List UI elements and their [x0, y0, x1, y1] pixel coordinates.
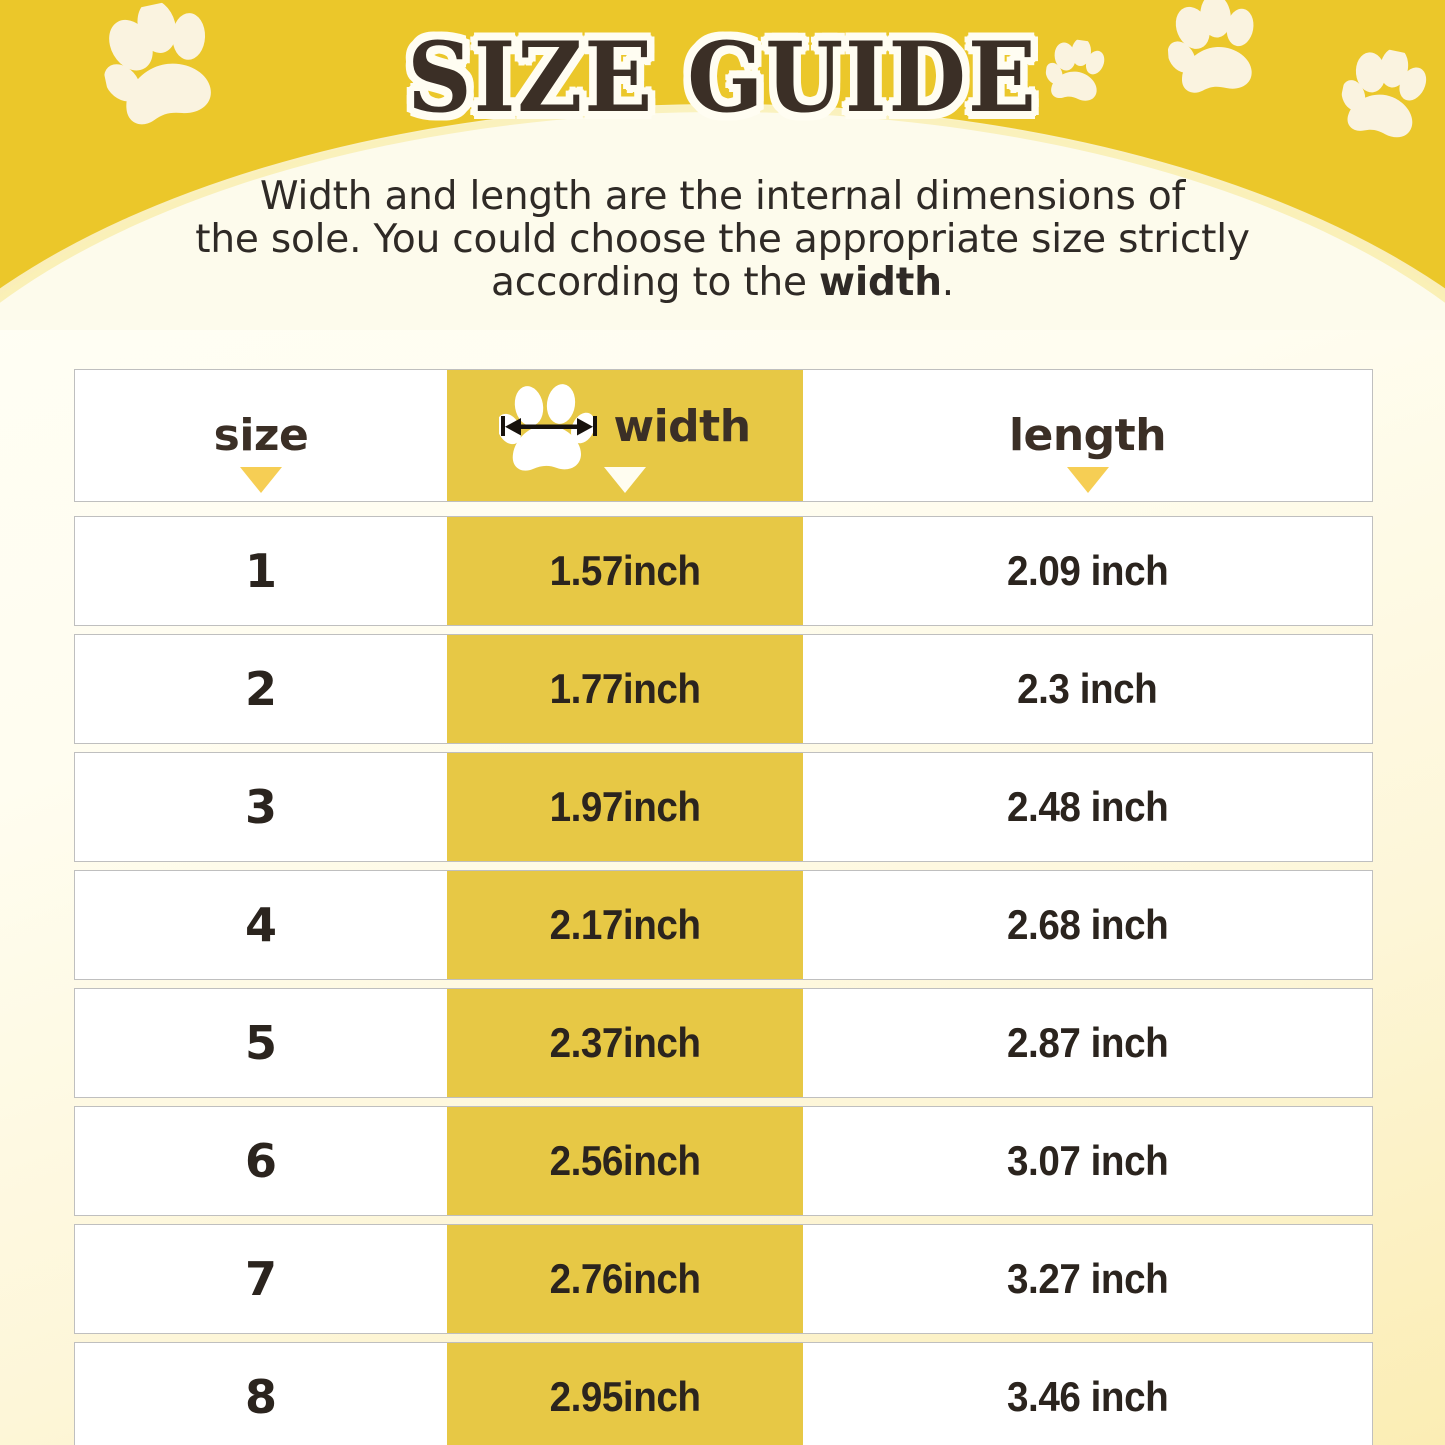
header-label-size: size [213, 410, 309, 461]
table-row: 1 1.57inch 2.09 inch [74, 516, 1373, 626]
cell-width: 1.97inch [447, 753, 803, 861]
cell-size-value: 3 [244, 780, 277, 834]
size-table: size [74, 369, 1373, 1445]
cell-width: 2.17inch [447, 871, 803, 979]
subtitle-width-emphasis: width [819, 260, 942, 305]
cell-size-value: 1 [244, 544, 277, 598]
cell-width-value: 2.17inch [549, 901, 701, 948]
cell-length: 3.07 inch [803, 1107, 1372, 1215]
cell-width: 2.37inch [447, 989, 803, 1097]
cell-size: 2 [75, 635, 447, 743]
subtitle-line-3-post: . [941, 260, 954, 305]
size-column-arrow-icon [240, 467, 282, 493]
table-row: 3 1.97inch 2.48 inch [74, 752, 1373, 862]
cell-width-value: 2.76inch [549, 1255, 701, 1302]
length-column-arrow-icon [1066, 467, 1109, 493]
cell-size: 8 [75, 1343, 447, 1445]
table-row: 7 2.76inch 3.27 inch [74, 1224, 1373, 1334]
cell-width: 1.57inch [447, 517, 803, 625]
cell-length: 2.48 inch [803, 753, 1372, 861]
cell-size: 6 [75, 1107, 447, 1215]
header-cell-length: length [803, 370, 1372, 501]
cell-length-value: 2.68 inch [1006, 901, 1169, 948]
cell-size: 3 [75, 753, 447, 861]
cell-length-value: 2.87 inch [1006, 1019, 1169, 1066]
subtitle-line-3: according to the width. [160, 261, 1285, 304]
header-label-width: width [613, 401, 751, 452]
subtitle-line-2: the sole. You could choose the appropria… [195, 217, 1250, 262]
cell-length-value: 3.46 inch [1006, 1373, 1169, 1420]
page-title: SIZE GUIDE [407, 21, 1038, 134]
cell-width-value: 2.37inch [549, 1019, 701, 1066]
cell-size-value: 5 [244, 1016, 277, 1070]
cell-width-value: 1.57inch [549, 547, 701, 594]
table-header-row: size [74, 369, 1373, 502]
subtitle: Width and length are the internal dimens… [160, 175, 1285, 304]
cell-length-value: 3.07 inch [1006, 1137, 1169, 1184]
table-row: 4 2.17inch 2.68 inch [74, 870, 1373, 980]
cell-length-value: 2.48 inch [1006, 783, 1169, 830]
cell-length-value: 3.27 inch [1006, 1255, 1169, 1302]
cell-size: 4 [75, 871, 447, 979]
cell-width-value: 2.56inch [549, 1137, 701, 1184]
cell-length-value: 2.3 inch [1017, 665, 1158, 712]
table-row: 2 1.77inch 2.3 inch [74, 634, 1373, 744]
header-cell-size: size [75, 370, 447, 501]
cell-length: 2.87 inch [803, 989, 1372, 1097]
cell-width-value: 1.77inch [549, 665, 701, 712]
cell-length: 2.09 inch [803, 517, 1372, 625]
cell-size-value: 2 [244, 662, 277, 716]
subtitle-line-1: Width and length are the internal dimens… [259, 174, 1186, 219]
subtitle-line-3-pre: according to the [491, 260, 820, 305]
cell-size: 7 [75, 1225, 447, 1333]
cell-width: 2.56inch [447, 1107, 803, 1215]
table-row: 8 2.95inch 3.46 inch [74, 1342, 1373, 1445]
cell-size-value: 4 [244, 898, 277, 952]
table-row: 5 2.37inch 2.87 inch [74, 988, 1373, 1098]
cell-width: 1.77inch [447, 635, 803, 743]
cell-length: 3.46 inch [803, 1343, 1372, 1445]
cell-width-value: 1.97inch [549, 783, 701, 830]
cell-size: 1 [75, 517, 447, 625]
cell-width-value: 2.95inch [549, 1373, 701, 1420]
cell-length: 3.27 inch [803, 1225, 1372, 1333]
header-cell-width: width [447, 370, 803, 501]
cell-length: 2.68 inch [803, 871, 1372, 979]
cell-size: 5 [75, 989, 447, 1097]
header-label-length: length [1008, 410, 1167, 461]
cell-size-value: 7 [244, 1252, 277, 1306]
table-row: 6 2.56inch 3.07 inch [74, 1106, 1373, 1216]
cell-length-value: 2.09 inch [1006, 547, 1169, 594]
cell-size-value: 8 [244, 1370, 277, 1424]
width-column-arrow-icon [604, 467, 646, 493]
cell-size-value: 6 [244, 1134, 277, 1188]
cell-width: 2.95inch [447, 1343, 803, 1445]
paw-width-measure-icon [499, 382, 599, 474]
cell-width: 2.76inch [447, 1225, 803, 1333]
cell-length: 2.3 inch [803, 635, 1372, 743]
